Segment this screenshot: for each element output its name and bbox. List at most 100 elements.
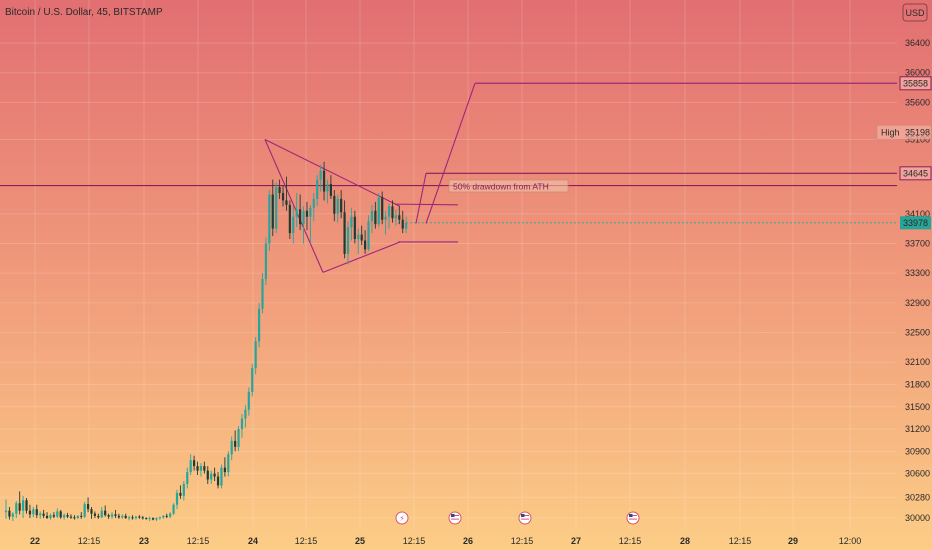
currency-button-frame[interactable] (902, 3, 928, 22)
candle (285, 176, 288, 211)
price-label-text: 34645 (903, 168, 928, 178)
candle-body (377, 197, 380, 225)
currency-button-label[interactable]: USD (905, 8, 925, 18)
price-label-level-high-box[interactable]: 35858 (899, 76, 932, 91)
candle (257, 302, 261, 348)
candle-body (254, 341, 257, 369)
candle (401, 210, 404, 234)
candle (66, 512, 69, 519)
candle-body (367, 221, 370, 250)
candle-body (35, 509, 38, 516)
candle (162, 515, 165, 519)
candle-body (151, 518, 155, 520)
candle-body (172, 504, 175, 514)
candle (179, 485, 182, 499)
candle-body (25, 500, 28, 511)
candle-body (370, 210, 374, 222)
candle-body (237, 429, 240, 447)
candle (90, 506, 93, 519)
candle-body (374, 210, 377, 225)
candle (169, 512, 172, 519)
candle-body (261, 279, 264, 309)
triangle-upper-extension[interactable] (394, 203, 459, 206)
candle-body (360, 234, 363, 241)
event-icon-circle (448, 511, 462, 525)
candle (230, 436, 233, 461)
candle-body (281, 192, 285, 201)
trend-drawings[interactable] (264, 83, 476, 273)
annotation-box[interactable] (448, 179, 569, 193)
candle (138, 515, 141, 519)
price-label-high[interactable]: High 35198 (876, 124, 932, 140)
candle-body (326, 184, 329, 192)
price-label-box (876, 124, 932, 140)
flag-canton (521, 514, 525, 517)
price-tick-label: 33300 (905, 268, 930, 278)
candle-body (15, 503, 18, 514)
candle-body (305, 210, 309, 217)
candle-body (128, 517, 131, 519)
candle (350, 207, 353, 241)
candle (117, 513, 120, 519)
price-label-last-price[interactable]: 33978 (900, 216, 931, 230)
annotation[interactable]: 50% drawdown from ATH (448, 179, 569, 193)
price-label-text: 35858 (903, 78, 928, 88)
candle (52, 512, 55, 519)
candle (206, 466, 209, 484)
candle (326, 179, 329, 204)
candle (56, 508, 59, 519)
time-axis[interactable]: 22 12:15 23 12:15 24 12:15 25 12:15 26 12:15 27 12:… (30, 536, 861, 546)
projection-first-leg[interactable] (415, 173, 427, 224)
triangle-left-line[interactable] (264, 139, 324, 273)
candle-body (381, 197, 384, 220)
projection-second-leg[interactable] (425, 83, 476, 224)
flag-canton (451, 514, 455, 517)
candle-body (169, 513, 172, 517)
price-label-level-34645[interactable]: 34645 (899, 166, 932, 181)
price-axis[interactable]: 30000 30280 30600 30900 31200 31500 31800 32100… (876, 38, 932, 523)
candle (394, 209, 397, 226)
price-label-text: 33978 (903, 218, 928, 228)
currency-button[interactable]: USD (902, 3, 928, 22)
candle-body (223, 467, 226, 473)
candle-body (158, 517, 161, 519)
candle-body (8, 510, 11, 517)
candle (49, 513, 52, 520)
candle (370, 204, 374, 234)
triangle-upper-line[interactable] (264, 139, 401, 207)
candle (364, 230, 367, 254)
candle-body (90, 509, 93, 514)
candle (172, 503, 175, 516)
triangle-lower-line[interactable] (322, 241, 401, 273)
us-flag-event-icon (626, 511, 640, 525)
candle-body (234, 440, 237, 447)
candle-body (230, 440, 233, 455)
candle-body (4, 510, 8, 513)
candle-body (227, 454, 230, 473)
price-tick-label: 36000 (905, 68, 930, 78)
time-tick-label: 29 (788, 536, 798, 546)
candle (384, 210, 387, 235)
candle (145, 517, 148, 520)
candle (97, 513, 100, 519)
candle-body (264, 243, 268, 280)
candle (357, 228, 360, 254)
candle (114, 509, 117, 519)
candle-body (56, 511, 59, 517)
candle (73, 515, 76, 520)
event-icons: ⚡ (395, 511, 640, 525)
candle (254, 336, 257, 375)
candle-body (401, 219, 404, 229)
candle-body (302, 210, 305, 225)
candle-body (162, 515, 165, 518)
price-tick-label: 33700 (905, 238, 930, 248)
candle (360, 225, 363, 245)
candle-body (124, 515, 127, 519)
candle (237, 426, 240, 452)
candle-body (394, 215, 397, 219)
horizontal-levels[interactable] (0, 82, 897, 224)
candle (340, 190, 343, 219)
